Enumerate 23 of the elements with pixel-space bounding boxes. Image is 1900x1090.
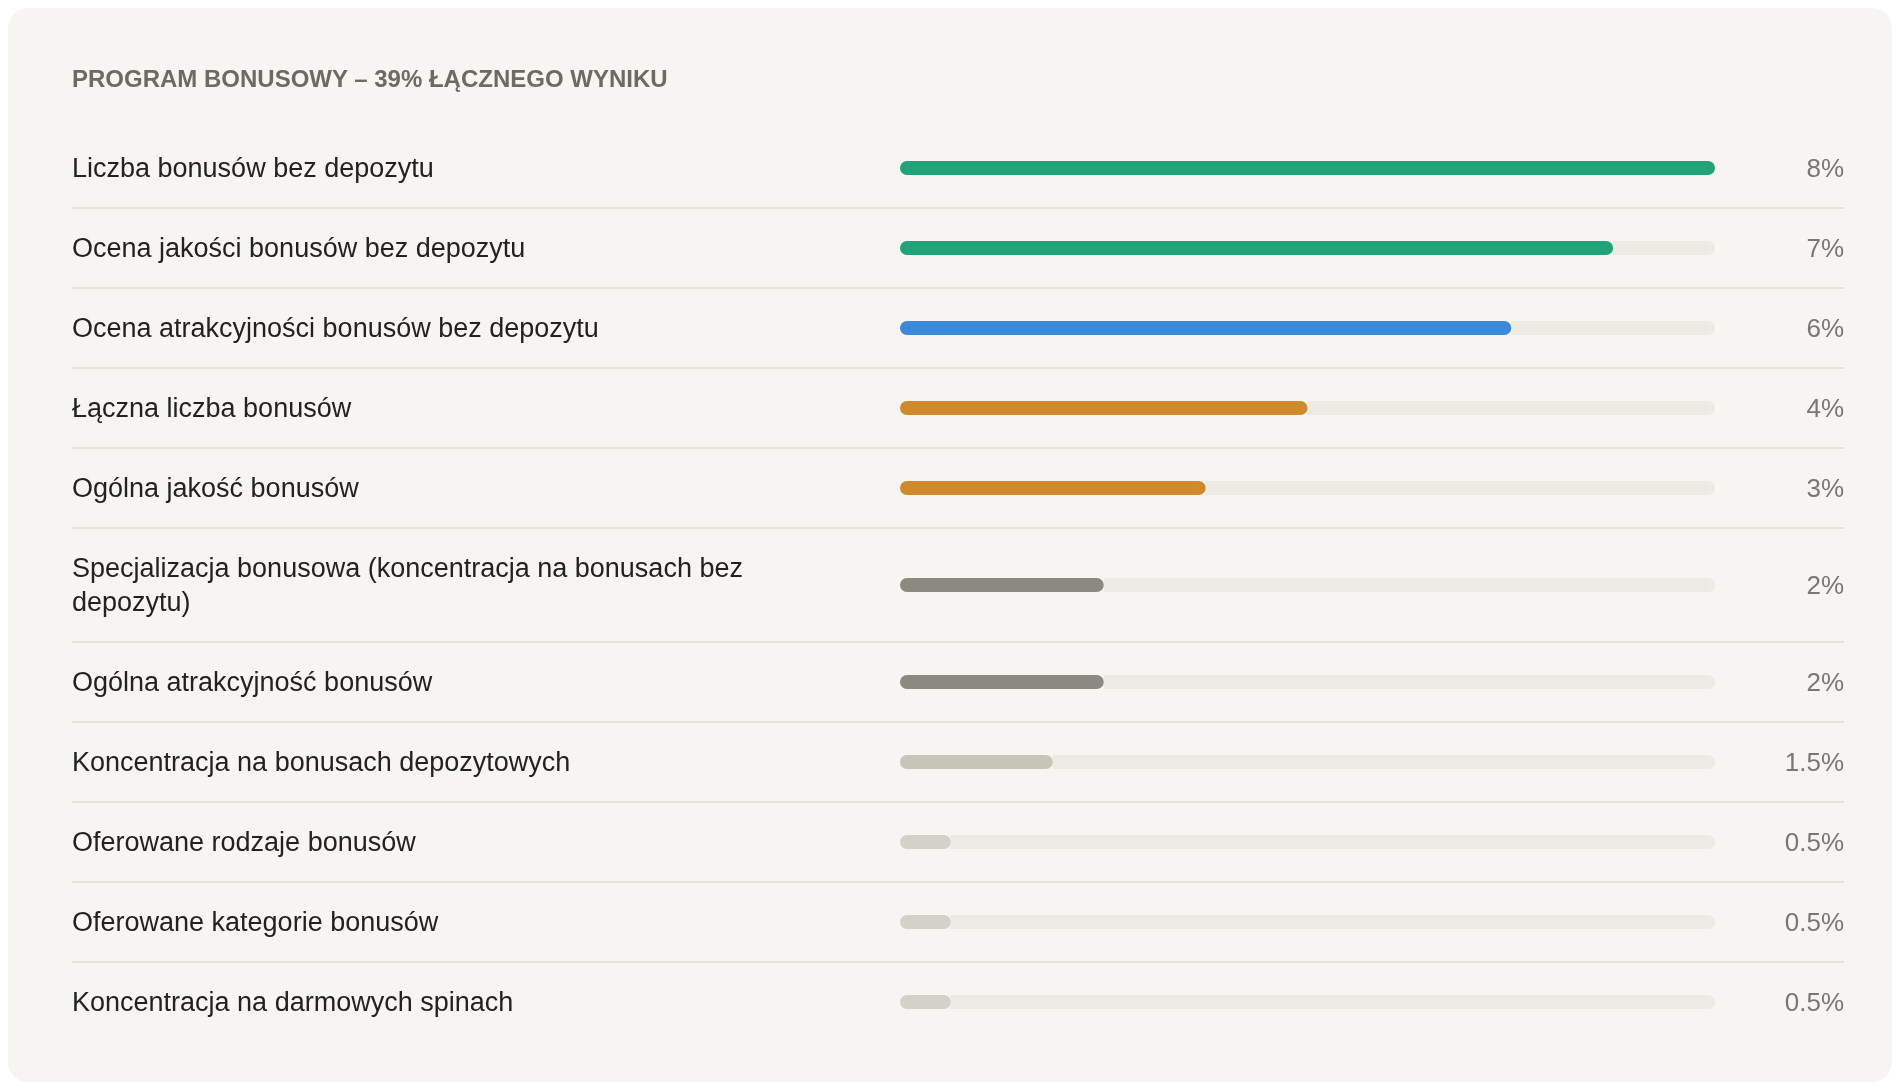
y-tick-label: Ogólna atrakcyjność bonusów xyxy=(72,667,433,698)
data-label: 8% xyxy=(1806,153,1844,184)
data-label: 2% xyxy=(1806,667,1844,698)
data-label: 1.5% xyxy=(1784,747,1844,778)
data-label: 0.5% xyxy=(1784,987,1844,1018)
data-label: 2% xyxy=(1806,570,1844,601)
y-tick-label: Ogólna jakość bonusów xyxy=(72,473,360,504)
y-tick-label: Łączna liczba bonusów xyxy=(72,393,352,424)
y-tick-label: Specjalizacja bonusowa (koncentracja na bonusach bez depozytu) xyxy=(72,553,743,618)
y-tick-label: Oferowane kategorie bonusów xyxy=(72,907,439,938)
data-label: 7% xyxy=(1806,233,1844,264)
data-label: 6% xyxy=(1806,313,1844,344)
y-tick-label: Liczba bonusów bez depozytu xyxy=(72,153,434,184)
y-tick-label: Ocena atrakcyjności bonusów bez depozytu xyxy=(72,313,599,344)
y-tick-label: Ocena jakości bonusów bez depozytu xyxy=(72,233,526,264)
y-tick-label: Koncentracja na darmowych spinach xyxy=(72,987,514,1018)
text: PROGRAM BONUSOWY – 39% ŁĄCZNEGO WYNIKU xyxy=(72,65,668,93)
data-label: 3% xyxy=(1806,473,1844,504)
data-label: 4% xyxy=(1806,393,1844,424)
y-tick-label: Oferowane rodzaje bonusów xyxy=(72,827,417,858)
data-label: 0.5% xyxy=(1784,827,1844,858)
y-tick-label: Koncentracja na bonusach depozytowych xyxy=(72,747,571,778)
data-label: 0.5% xyxy=(1784,907,1844,938)
